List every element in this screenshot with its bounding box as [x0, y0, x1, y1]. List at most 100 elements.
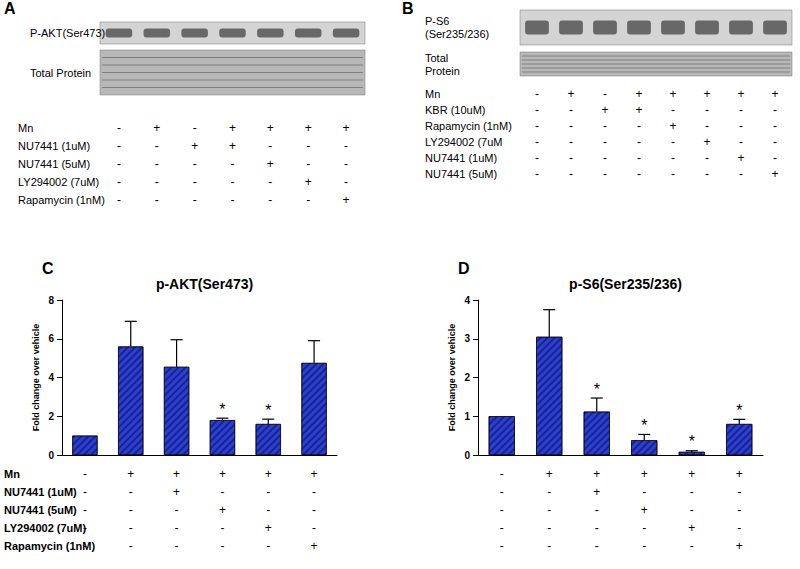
svg-text:-: - — [690, 503, 694, 517]
svg-text:-: - — [129, 539, 133, 553]
svg-text:-: - — [637, 151, 641, 165]
svg-text:-: - — [569, 103, 573, 117]
svg-text:-: - — [569, 167, 573, 181]
svg-text:-: - — [671, 151, 675, 165]
svg-text:Mn: Mn — [4, 468, 20, 480]
svg-text:-: - — [500, 521, 504, 535]
svg-text:+: + — [546, 467, 553, 481]
svg-text:-: - — [155, 193, 159, 207]
svg-text:-: - — [344, 175, 348, 189]
svg-text:+: + — [688, 521, 695, 535]
svg-text:+: + — [305, 121, 312, 135]
svg-text:-: - — [642, 539, 646, 553]
svg-text:-: - — [268, 193, 272, 207]
svg-text:8: 8 — [48, 295, 54, 306]
svg-text:+: + — [736, 539, 743, 553]
svg-text:-: - — [220, 485, 224, 499]
svg-text:+: + — [267, 157, 274, 171]
svg-text:*: * — [594, 381, 600, 398]
svg-text:-: - — [500, 467, 504, 481]
svg-text:p-S6(Ser235/236): p-S6(Ser235/236) — [569, 276, 682, 292]
svg-text:-: - — [547, 521, 551, 535]
svg-text:-: - — [193, 193, 197, 207]
svg-text:-: - — [220, 539, 224, 553]
svg-text:-: - — [117, 121, 121, 135]
svg-text:-: - — [739, 167, 743, 181]
svg-text:+: + — [593, 485, 600, 499]
svg-text:*: * — [219, 401, 225, 418]
svg-text:-: - — [569, 135, 573, 149]
svg-text:-: - — [306, 193, 310, 207]
svg-text:+: + — [153, 121, 160, 135]
svg-text:-: - — [595, 521, 599, 535]
svg-text:-: - — [129, 503, 133, 517]
svg-text:-: - — [535, 135, 539, 149]
svg-text:D: D — [458, 260, 470, 277]
svg-text:+: + — [219, 467, 226, 481]
svg-text:C: C — [42, 260, 54, 277]
svg-text:-: - — [642, 485, 646, 499]
svg-text:+: + — [593, 467, 600, 481]
svg-text:Total: Total — [425, 52, 448, 64]
svg-text:p-AKT(Ser473): p-AKT(Ser473) — [156, 276, 253, 292]
svg-text:+: + — [265, 467, 272, 481]
svg-text:-: - — [129, 485, 133, 499]
svg-text:B: B — [402, 0, 414, 17]
svg-text:+: + — [641, 503, 648, 517]
svg-text:+: + — [635, 103, 642, 117]
svg-text:-: - — [705, 119, 709, 133]
svg-text:-: - — [637, 135, 641, 149]
svg-text:-: - — [312, 485, 316, 499]
svg-text:+: + — [229, 121, 236, 135]
svg-text:-: - — [705, 103, 709, 117]
svg-text:-: - — [175, 539, 179, 553]
svg-text:-: - — [603, 87, 607, 101]
svg-text:2: 2 — [48, 411, 54, 422]
svg-text:*: * — [265, 402, 271, 419]
svg-text:P-S6: P-S6 — [425, 15, 449, 27]
svg-text:4: 4 — [48, 372, 54, 383]
svg-text:-: - — [117, 175, 121, 189]
svg-text:-: - — [569, 151, 573, 165]
svg-text:*: * — [736, 402, 742, 419]
svg-text:-: - — [312, 503, 316, 517]
svg-text:+: + — [669, 87, 676, 101]
svg-text:-: - — [231, 157, 235, 171]
svg-text:+: + — [219, 503, 226, 517]
svg-text:+: + — [737, 151, 744, 165]
svg-text:+: + — [343, 121, 350, 135]
svg-text:-: - — [83, 503, 87, 517]
svg-text:+: + — [567, 87, 574, 101]
svg-text:-: - — [603, 167, 607, 181]
svg-text:+: + — [771, 87, 778, 101]
svg-text:6: 6 — [48, 333, 54, 344]
svg-text:-: - — [773, 119, 777, 133]
svg-text:+: + — [191, 139, 198, 153]
svg-text:-: - — [500, 539, 504, 553]
svg-text:-: - — [231, 193, 235, 207]
svg-text:-: - — [737, 503, 741, 517]
svg-text:-: - — [603, 135, 607, 149]
svg-text:-: - — [155, 175, 159, 189]
svg-text:-: - — [739, 119, 743, 133]
svg-text:4: 4 — [464, 295, 470, 306]
svg-text:-: - — [500, 485, 504, 499]
svg-text:+: + — [635, 87, 642, 101]
svg-text:+: + — [305, 175, 312, 189]
svg-text:*: * — [689, 433, 695, 450]
svg-text:1: 1 — [464, 411, 470, 422]
svg-text:-: - — [547, 539, 551, 553]
svg-text:-: - — [193, 121, 197, 135]
svg-text:NU7441 (5uM): NU7441 (5uM) — [18, 158, 90, 170]
svg-text:2: 2 — [464, 372, 470, 383]
svg-text:NU7441 (1uM): NU7441 (1uM) — [18, 140, 90, 152]
svg-text:-: - — [642, 521, 646, 535]
svg-text:-: - — [268, 175, 272, 189]
svg-text:+: + — [669, 119, 676, 133]
svg-text:-: - — [83, 467, 87, 481]
svg-text:LY294002 (7uM): LY294002 (7uM) — [18, 176, 99, 188]
svg-text:-: - — [266, 503, 270, 517]
svg-text:P-AKT(Ser473): P-AKT(Ser473) — [30, 27, 105, 39]
svg-text:+: + — [267, 121, 274, 135]
svg-text:NU7441 (5uM): NU7441 (5uM) — [4, 504, 77, 516]
